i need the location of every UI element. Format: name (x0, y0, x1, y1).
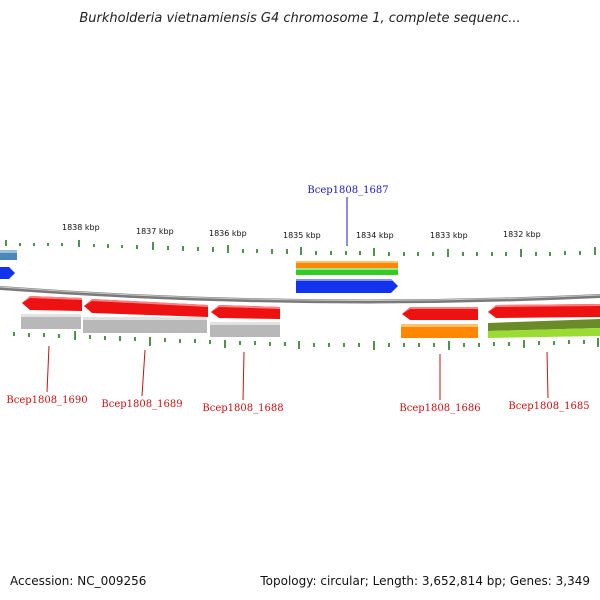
leader-line (46, 345, 50, 393)
genome-summary: Topology: circular; Length: 3,652,814 bp… (260, 574, 590, 588)
forward-gene-partial[interactable] (0, 250, 17, 279)
accession-label: Accession: NC_009256 (10, 574, 147, 588)
gene-bcep1808-1688[interactable] (210, 305, 280, 337)
gene-label[interactable]: Bcep1808_1688 (202, 403, 283, 414)
gene-bcep1808-1690[interactable] (21, 296, 82, 329)
gene-bcep1808-1689[interactable] (83, 299, 208, 333)
gene-label[interactable]: Bcep1808_1687 (307, 185, 388, 196)
gene-bcep1808-1685[interactable] (488, 304, 600, 338)
leader-line (141, 349, 146, 397)
scale-label: 1835 kbp (283, 231, 321, 240)
scale-label: 1833 kbp (430, 231, 468, 240)
gene-bcep1808-1686[interactable] (401, 307, 478, 338)
gene-label[interactable]: Bcep1808_1685 (508, 401, 589, 412)
leader-line (546, 351, 549, 399)
map-title: Burkholderia vietnamiensis G4 chromosome… (79, 11, 521, 26)
gene-bcep1808-1687[interactable] (296, 261, 398, 293)
scale-ticks-bottom (13, 331, 599, 350)
scale-label: 1836 kbp (209, 229, 247, 238)
scale-label: 1838 kbp (62, 223, 100, 232)
scale-label: 1837 kbp (136, 227, 174, 236)
scale-label: 1834 kbp (356, 231, 394, 240)
scale-ticks-top (5, 240, 596, 257)
scale-label: 1832 kbp (503, 230, 541, 239)
gene-label[interactable]: Bcep1808_1690 (6, 395, 87, 406)
leader-line (242, 351, 245, 401)
gene-label[interactable]: Bcep1808_1689 (101, 399, 182, 410)
gene-label[interactable]: Bcep1808_1686 (399, 403, 480, 414)
chromosome-backbone (0, 286, 600, 304)
